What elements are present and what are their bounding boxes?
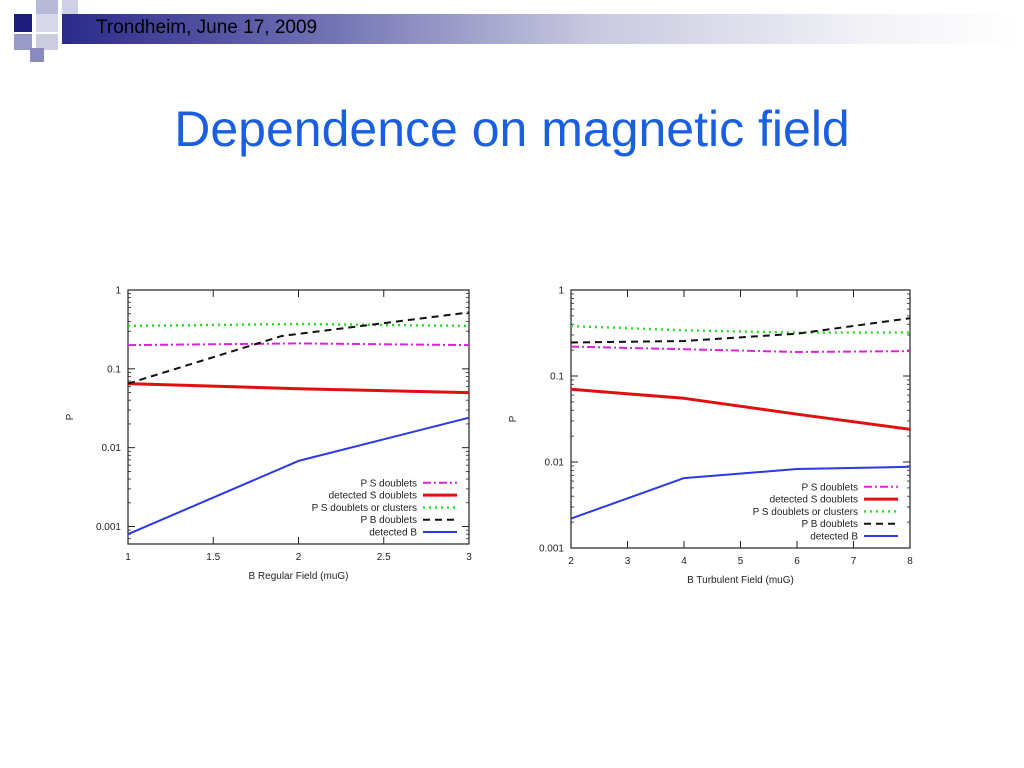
x-tick-label: 6 <box>794 556 800 567</box>
x-tick-label: 3 <box>466 552 472 563</box>
y-minor-ticks <box>571 293 910 523</box>
y-tick-label: 0.001 <box>96 522 121 533</box>
series-line-p-b-doublets <box>570 317 911 344</box>
corner-square-light <box>36 0 58 14</box>
corner-square-dark <box>14 14 32 32</box>
x-axis-label: B Regular Field (muG) <box>248 571 348 582</box>
series-line-p-b-doublets <box>127 311 470 385</box>
series-line-detected-s-doublets <box>570 387 911 431</box>
y-axis-label: P <box>508 415 519 422</box>
y-tick-label: 1 <box>115 286 121 297</box>
x-axis-label: B Turbulent Field (muG) <box>687 575 794 586</box>
corner-square-light <box>36 34 58 50</box>
y-tick-label: 0.01 <box>545 458 565 469</box>
chart-regular-field-svg: 0.001 0.01 0.1 1 1 1.5 2 2.5 3 B Regular Field (m… <box>65 286 472 583</box>
x-tick-label: 2.5 <box>377 552 391 563</box>
legend-label-detected-b: detected B <box>810 532 858 543</box>
header-date-text: Trondheim, June 17, 2009 <box>96 17 318 38</box>
series-line-detected-b <box>127 416 470 536</box>
x-tick-label: 1.5 <box>206 552 220 563</box>
legend-label-detected-b: detected B <box>369 528 417 539</box>
y-tick-label: 0.001 <box>539 544 564 555</box>
y-tick-label: 0.01 <box>102 443 122 454</box>
series-line-p-s-doublets-or-clusters <box>570 324 910 334</box>
y-axis-label: P <box>65 413 76 420</box>
legend-label-p-s-doublets-or-clusters: P S doublets or clusters <box>312 503 417 514</box>
corner-square-mid <box>14 34 32 50</box>
chart-turbulent-field-svg: 0.001 0.01 0.1 1 2 3 4 5 6 7 8 B Turbulent Field (m… <box>508 286 913 587</box>
header-bar <box>62 14 1024 44</box>
plot-frame <box>127 289 470 545</box>
corner-square-light <box>36 14 58 32</box>
corner-square-mid <box>30 48 44 62</box>
legend-label-p-b-doublets: P B doublets <box>360 515 417 526</box>
x-tick-label: 7 <box>851 556 857 567</box>
y-tick-label: 1 <box>558 286 564 297</box>
legend-label-detected-s-doublets: detected S doublets <box>329 491 417 502</box>
x-tick-label: 2 <box>568 556 574 567</box>
chart-turbulent-field: 0.001 0.01 0.1 1 2 3 4 5 6 7 8 B Turbulent Field (m… <box>495 278 925 596</box>
x-tick-label: 2 <box>296 552 302 563</box>
y-tick-label: 0.1 <box>550 372 564 383</box>
legend-label-p-s-doublets: P S doublets <box>360 478 417 489</box>
series-line-detected-s-doublets <box>127 382 470 395</box>
legend-label-p-s-doublets-or-clusters: P S doublets or clusters <box>753 507 858 518</box>
legend-label-p-s-doublets: P S doublets <box>801 482 858 493</box>
corner-square-light <box>62 0 78 14</box>
series-line-detected-b <box>570 465 911 520</box>
legend-label-p-b-doublets: P B doublets <box>801 519 858 530</box>
x-tick-label: 3 <box>625 556 631 567</box>
legend-label-detected-s-doublets: detected S doublets <box>770 495 858 506</box>
x-tick-label: 5 <box>738 556 744 567</box>
series-line-p-s-doublets <box>127 342 470 347</box>
x-tick-label: 1 <box>125 552 131 563</box>
slide-title: Dependence on magnetic field <box>174 101 850 157</box>
x-tick-label: 4 <box>681 556 687 567</box>
x-tick-label: 8 <box>907 556 913 567</box>
plot-frame <box>570 289 911 549</box>
y-tick-label: 0.1 <box>107 364 121 375</box>
chart-regular-field: 0.001 0.01 0.1 1 1 1.5 2 2.5 3 B Regular Field (m… <box>55 278 480 596</box>
